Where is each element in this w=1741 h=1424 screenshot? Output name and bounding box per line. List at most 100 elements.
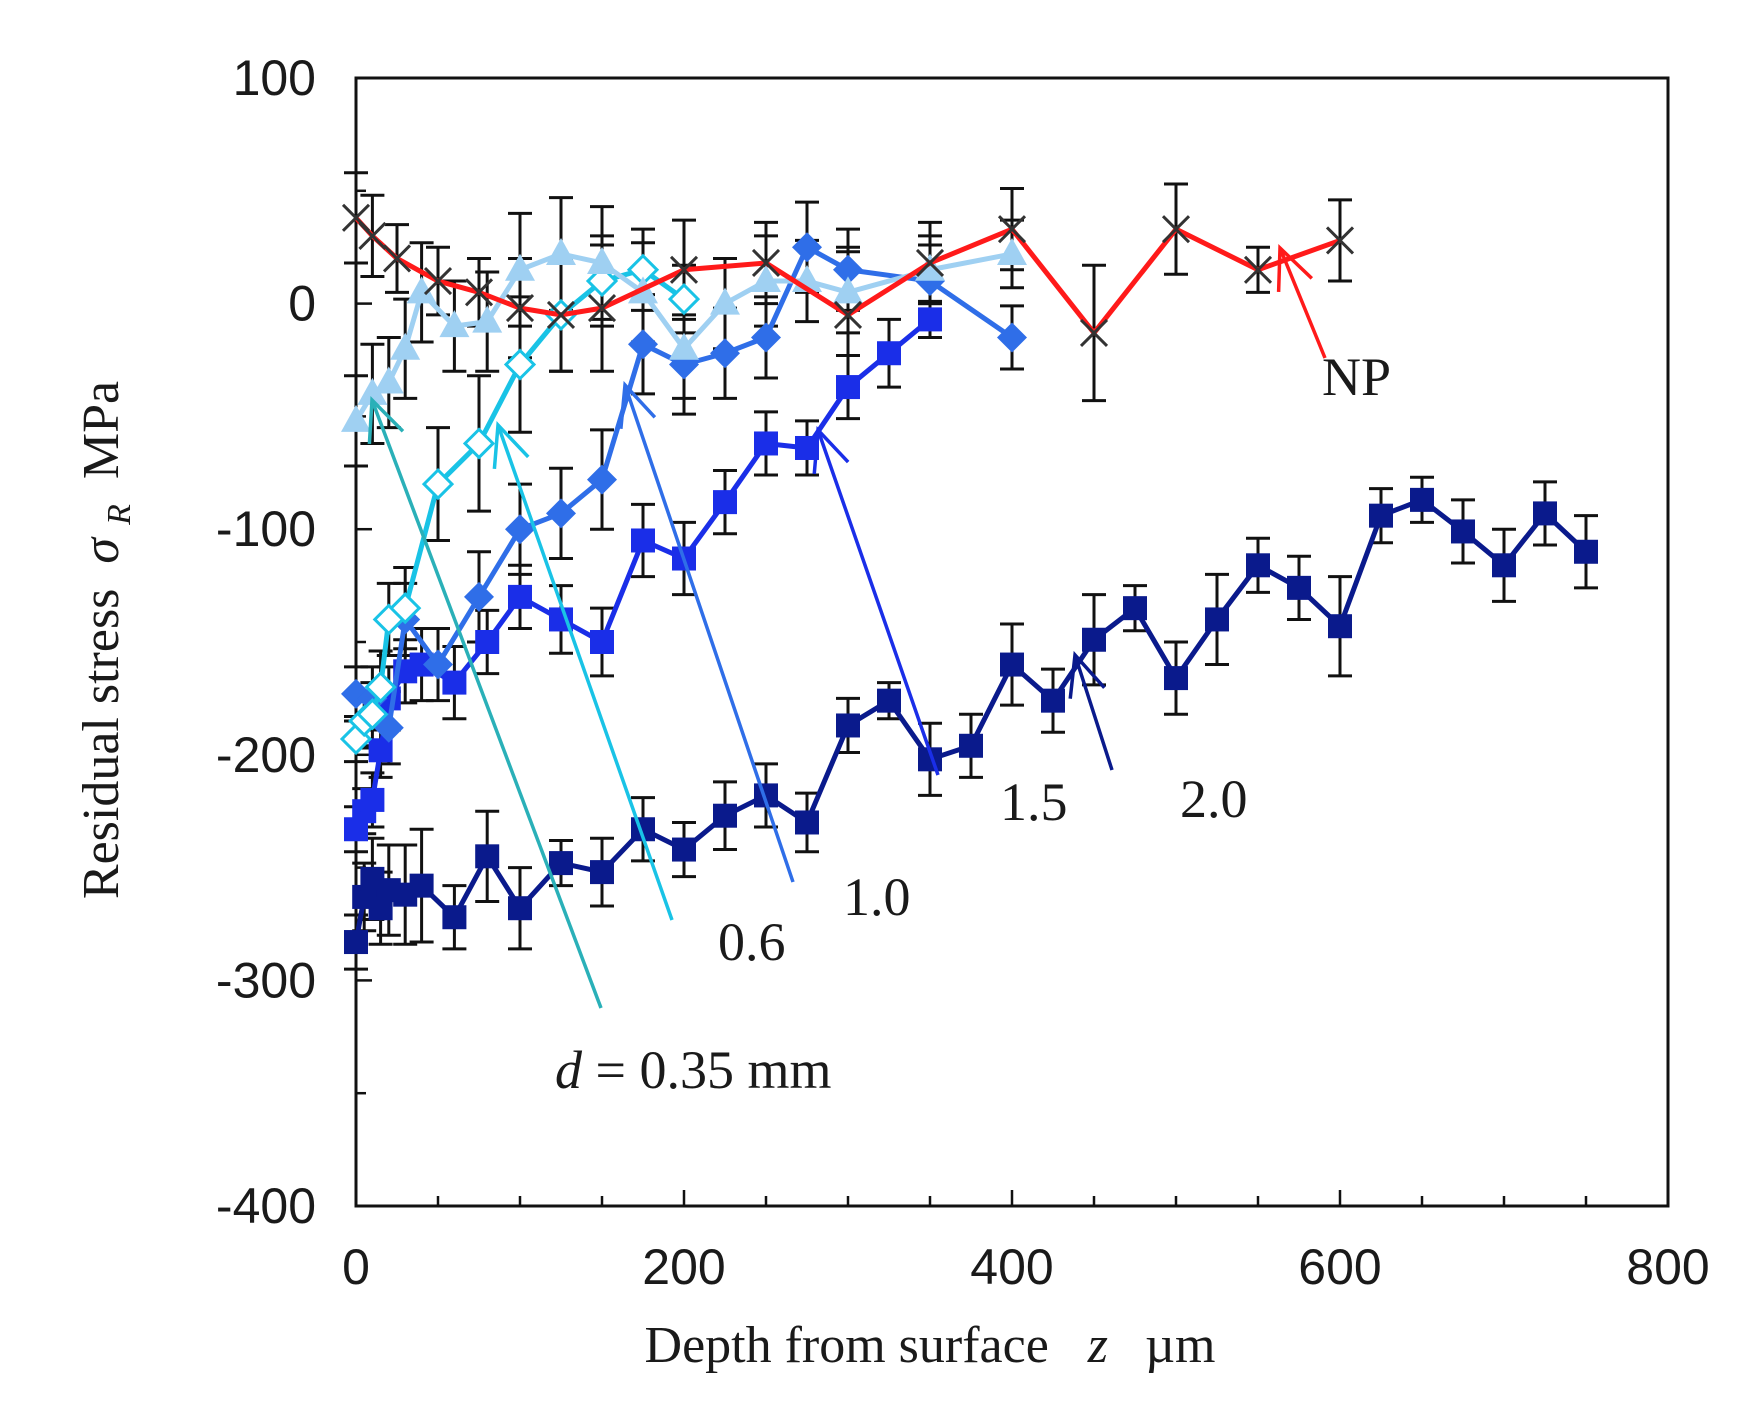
data-point-1-0 — [997, 322, 1027, 353]
x-marker-stroke — [1079, 318, 1109, 347]
data-point-1-0 — [628, 329, 658, 360]
data-point-2-0 — [549, 851, 573, 876]
data-point-d-0-35-mm — [669, 332, 699, 360]
x-marker-stroke — [382, 244, 412, 273]
data-point-np — [464, 278, 494, 307]
x-marker-stroke — [423, 266, 453, 296]
data-point-2-0 — [409, 873, 434, 898]
data-point-d-0-35-mm — [406, 276, 437, 304]
data-point-1-5 — [590, 630, 614, 654]
data-point-0-6 — [585, 264, 619, 298]
data-point-2-0 — [713, 803, 737, 828]
data-point-1-5 — [918, 307, 942, 332]
annotation-label-var: d — [555, 1040, 583, 1100]
x-marker-stroke — [751, 248, 781, 278]
annotation-arrowhead — [492, 420, 530, 469]
annotation-arrow — [816, 429, 940, 776]
y-tick-label: -300 — [216, 952, 316, 1008]
data-point-2-0 — [1082, 627, 1106, 652]
data-point-np — [505, 294, 535, 323]
annotation-0-35-mm: d = 0.35 mm — [367, 395, 831, 1100]
x-marker-stroke — [587, 294, 617, 323]
data-point-np — [1079, 318, 1109, 347]
y-tick-label: -200 — [216, 727, 316, 783]
data-point-2-0 — [1533, 501, 1557, 526]
annotation-arrowhead — [812, 425, 850, 474]
data-point-0-6 — [389, 592, 422, 625]
annotation-arrow — [623, 384, 795, 883]
data-point-d-0-35-mm — [439, 310, 470, 338]
annotation-np: NP — [1276, 244, 1391, 407]
y-tick-label: 0 — [288, 276, 316, 332]
data-point-d-0-35-mm — [833, 276, 863, 304]
x-marker-stroke — [915, 248, 945, 278]
data-point-2-0 — [1246, 553, 1270, 578]
data-point-2-0 — [1164, 666, 1188, 691]
data-point-np — [546, 300, 576, 329]
y-tick-label: 100 — [233, 50, 316, 106]
annotation-label: NP — [1322, 347, 1391, 407]
annotation-arrow — [370, 399, 603, 1009]
data-point-2-0 — [508, 896, 532, 921]
data-point-d-0-35-mm — [915, 253, 945, 281]
x-tick-label: 0 — [342, 1239, 370, 1295]
data-point-0-6 — [462, 427, 496, 460]
x-tick-label: 200 — [642, 1239, 725, 1295]
data-point-2-0 — [877, 688, 901, 713]
annotation-label: 1.5 — [1000, 772, 1068, 832]
x-marker-stroke — [505, 294, 535, 323]
data-point-2-0 — [344, 930, 368, 955]
data-point-1-5 — [754, 431, 778, 456]
data-point-2-0 — [1041, 688, 1065, 713]
data-point-2-0 — [795, 810, 819, 835]
data-point-np — [382, 244, 412, 273]
data-point-1-0 — [751, 322, 781, 353]
data-point-2-0 — [1451, 519, 1475, 544]
annotation-arrow — [1073, 654, 1114, 771]
annotations: NP 2.0 1.5 1.0 0.6 d = 0.35 mm — [367, 244, 1391, 1100]
data-point-d-0-35-mm — [710, 287, 740, 315]
data-point-np — [751, 248, 781, 278]
data-point-0-6 — [667, 282, 701, 316]
x-marker-stroke — [358, 221, 387, 250]
data-point-2-0 — [1369, 503, 1393, 528]
x-tick-label: 600 — [1298, 1239, 1381, 1295]
data-point-d-0-35-mm — [505, 253, 535, 281]
annotation-arrow — [496, 424, 674, 921]
annotation-arrowhead — [1068, 650, 1106, 699]
annotation-arrow — [1278, 247, 1327, 359]
data-point-1-5 — [360, 787, 385, 812]
x-marker-stroke — [1161, 215, 1191, 244]
y-tick-label: -100 — [216, 501, 316, 557]
data-point-d-0-35-mm — [472, 305, 503, 333]
data-point-0-6 — [503, 348, 537, 381]
data-point-2-0 — [1000, 652, 1024, 677]
x-tick-label: 800 — [1626, 1239, 1709, 1295]
data-point-np — [423, 266, 453, 296]
x-marker-stroke — [341, 203, 371, 232]
data-point-0-6 — [421, 467, 455, 501]
data-point-2-0 — [590, 860, 614, 885]
annotation-label: d = 0.35 mm — [555, 1040, 831, 1100]
data-point-2-0 — [1123, 596, 1147, 621]
data-point-1-0 — [464, 581, 494, 612]
data-series — [339, 203, 1598, 955]
data-point-2-0 — [959, 733, 983, 758]
data-point-2-0 — [836, 713, 860, 738]
x-tick-label: 400 — [970, 1239, 1053, 1295]
annotation-label: 2.0 — [1180, 769, 1248, 829]
x-marker-stroke — [1243, 255, 1273, 284]
data-point-2-0 — [475, 844, 500, 869]
error-bars — [344, 171, 1598, 971]
y-axis-title: Residual stress σ R MPa — [73, 381, 142, 899]
data-point-1-5 — [836, 375, 860, 400]
data-point-d-0-35-mm — [341, 404, 371, 432]
x-marker-stroke — [833, 300, 863, 329]
data-point-np — [669, 255, 699, 284]
annotation-label: 1.0 — [843, 867, 911, 927]
data-point-d-0-35-mm — [751, 265, 781, 293]
data-point-1-0 — [546, 498, 576, 529]
data-point-np — [997, 215, 1027, 244]
data-point-np — [1161, 215, 1191, 244]
